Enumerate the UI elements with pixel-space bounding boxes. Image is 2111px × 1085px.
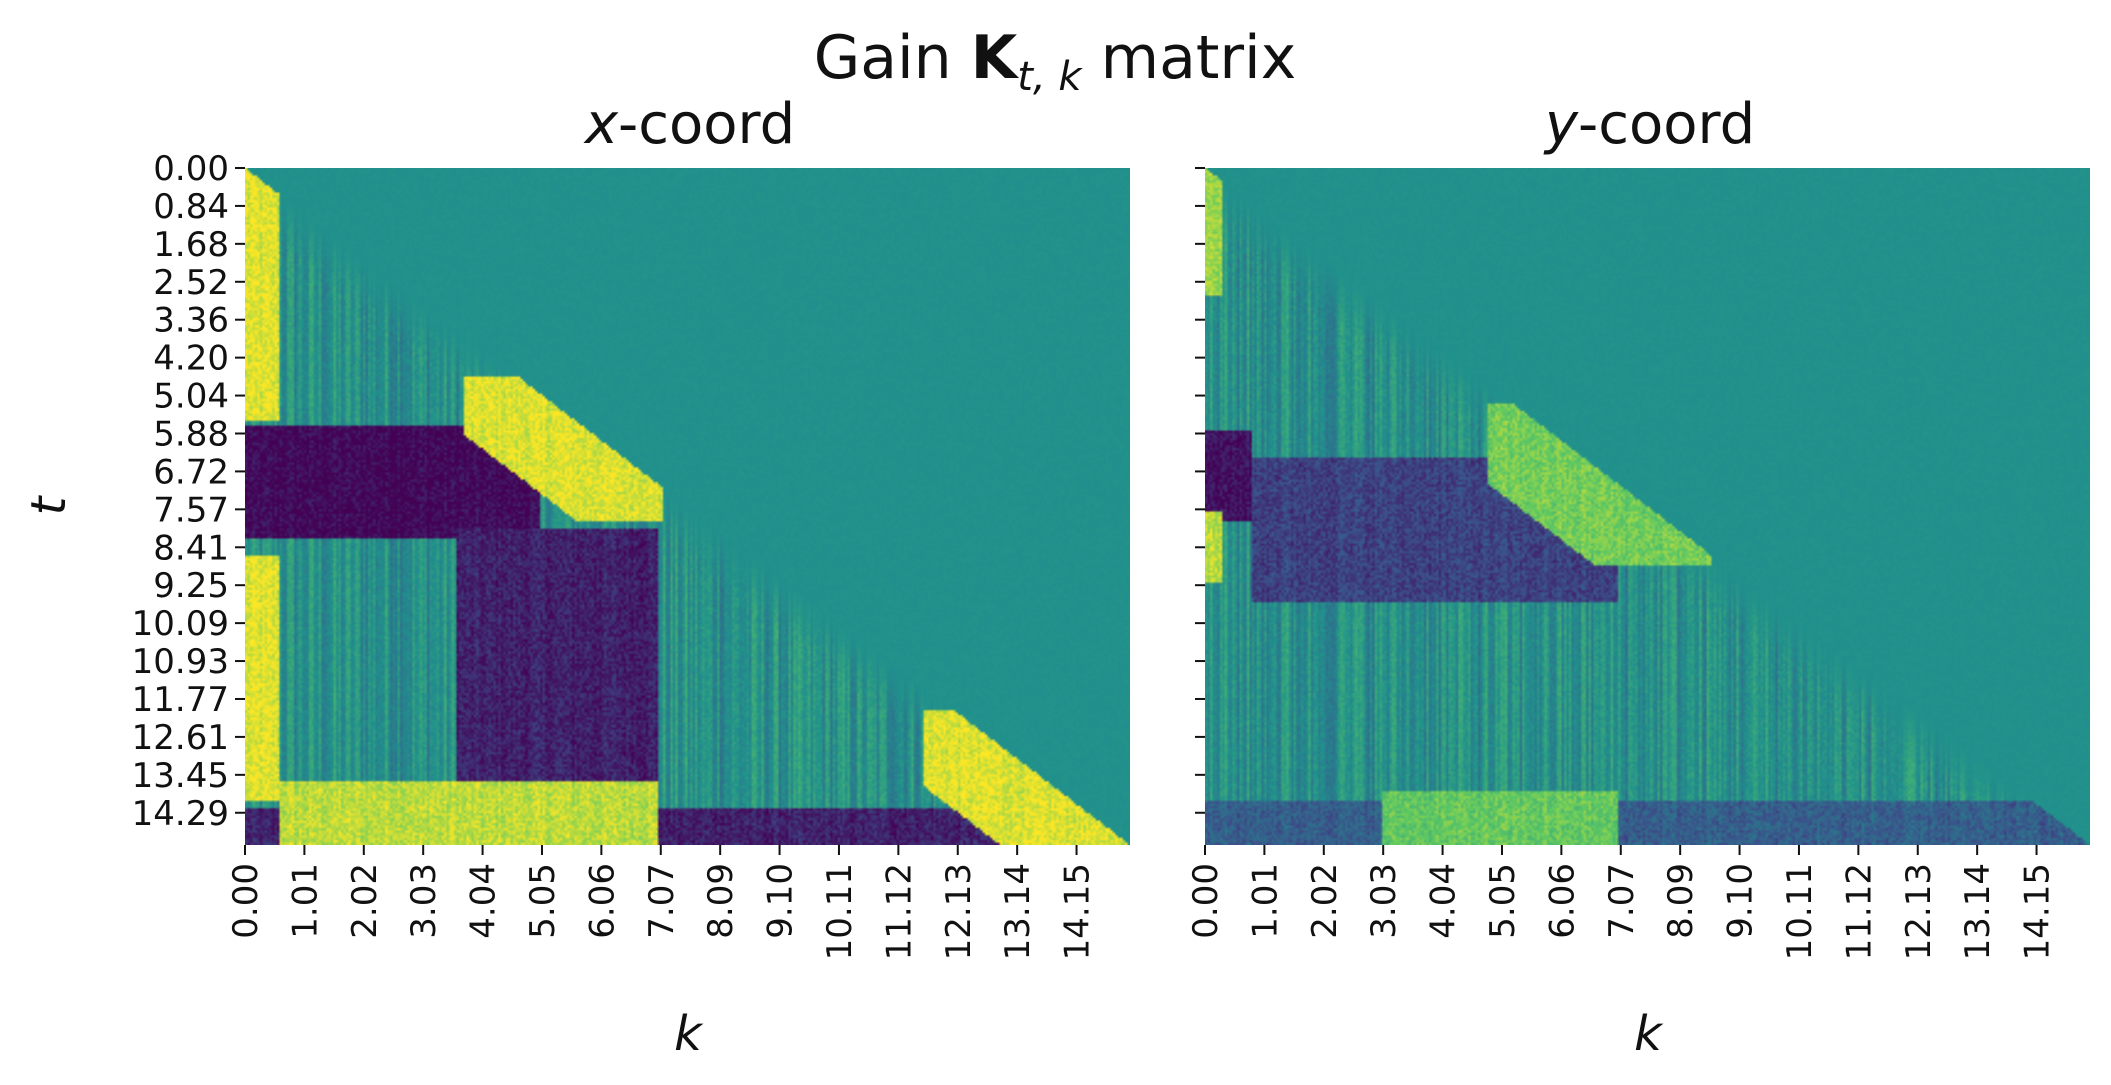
figure-title: Gain Kt, k matrix (814, 23, 1296, 100)
x-tick-label: 13.14 (998, 863, 1038, 960)
x-tick-label: 8.09 (1661, 863, 1701, 939)
x-tick-label: 8.09 (701, 863, 741, 939)
y-tick-label: 0.00 (153, 149, 229, 189)
x-tick-label: 3.03 (404, 863, 444, 939)
y-tick-label: 5.88 (153, 414, 229, 454)
x-tick-label: 6.06 (582, 863, 622, 939)
y-tick-label: 14.29 (132, 794, 229, 834)
y-tick-label: 10.93 (132, 642, 229, 682)
x-tick-label: 9.10 (1721, 863, 1761, 939)
panel-title-x-rest: -coord (618, 92, 795, 157)
y-ticks-y (1195, 167, 1205, 814)
x-tick-label: 2.02 (1305, 863, 1345, 939)
x-tick-label: 14.15 (1058, 863, 1098, 960)
x-tick-label: 11.12 (879, 863, 919, 960)
x-tick-label: 0.00 (1186, 863, 1226, 939)
x-tick-label: 2.02 (345, 863, 385, 939)
y-tick-label: 4.20 (153, 339, 229, 379)
y-tick-label: 11.77 (132, 680, 229, 720)
panel-title-y-var: y (1543, 92, 1579, 157)
y-tick-label: 8.41 (153, 528, 229, 568)
x-ticks-x: 0.00 1.01 2.02 3.03 4.04 5.05 6.06 7.07 8.09 9.10… (226, 845, 1098, 960)
y-tick-label: 1.68 (153, 225, 229, 265)
heatmap-image-y (1205, 168, 2090, 845)
y-ticks-x: 0.000.841.682.523.364.205.045.886.727.57… (132, 149, 245, 834)
heatmap-panel-x: x-coord 0.000.841.682.523.364.205.045.88… (21, 92, 1130, 1062)
y-tick-label: 2.52 (153, 263, 229, 303)
x-tick-label: 1.01 (1245, 863, 1285, 939)
panel-title-x-var: x (583, 92, 619, 157)
panel-title-x: x-coord (583, 92, 795, 157)
x-tick-label: 4.04 (1424, 863, 1464, 939)
x-tick-label: 5.05 (523, 863, 563, 939)
x-tick-label: 12.13 (1899, 863, 1939, 960)
y-tick-label: 6.72 (153, 452, 229, 492)
x-tick-label: 6.06 (1542, 863, 1582, 939)
x-tick-label: 14.15 (2018, 863, 2058, 960)
x-tick-label: 7.07 (642, 863, 682, 939)
x-tick-label: 11.12 (1839, 863, 1879, 960)
panel-title-y: y-coord (1543, 92, 1755, 157)
title-subscript: t, k (1017, 54, 1083, 100)
x-axis-label-x: k (674, 1006, 704, 1062)
x-tick-label: 4.04 (464, 863, 504, 939)
x-tick-label: 1.01 (285, 863, 325, 939)
title-suffix: matrix (1082, 23, 1297, 93)
x-tick-label: 12.13 (939, 863, 979, 960)
y-tick-label: 10.09 (132, 604, 229, 644)
panel-title-y-rest: -coord (1578, 92, 1755, 157)
title-prefix: Gain (814, 23, 971, 93)
x-tick-label: 5.05 (1483, 863, 1523, 939)
heatmap-image-x (245, 168, 1130, 845)
y-tick-label: 3.36 (153, 301, 229, 341)
title-symbol: K (971, 23, 1020, 93)
y-tick-label: 13.45 (132, 756, 229, 796)
x-tick-label: 10.11 (1780, 863, 1820, 960)
x-tick-label: 0.00 (226, 863, 266, 939)
y-tick-label: 12.61 (132, 718, 229, 758)
y-tick-label: 5.04 (153, 377, 229, 417)
x-axis-label-y: k (1634, 1006, 1664, 1062)
x-tick-label: 9.10 (761, 863, 801, 939)
x-tick-label: 3.03 (1364, 863, 1404, 939)
x-tick-label: 13.14 (1958, 863, 1998, 960)
x-ticks-y: 0.00 1.01 2.02 3.03 4.04 5.05 6.06 7.07 8.09 9.10… (1186, 845, 2058, 960)
y-tick-label: 9.25 (153, 566, 229, 606)
y-tick-label: 7.57 (153, 490, 229, 530)
heatmap-panel-y: y-coord 0.00 1.01 2.02 3.03 4.04 5.05 6.06 7.07… (1186, 92, 2090, 1062)
y-axis-label: t (21, 494, 77, 515)
x-tick-label: 10.11 (820, 863, 860, 960)
x-tick-label: 7.07 (1602, 863, 1642, 939)
y-tick-label: 0.84 (153, 187, 229, 227)
